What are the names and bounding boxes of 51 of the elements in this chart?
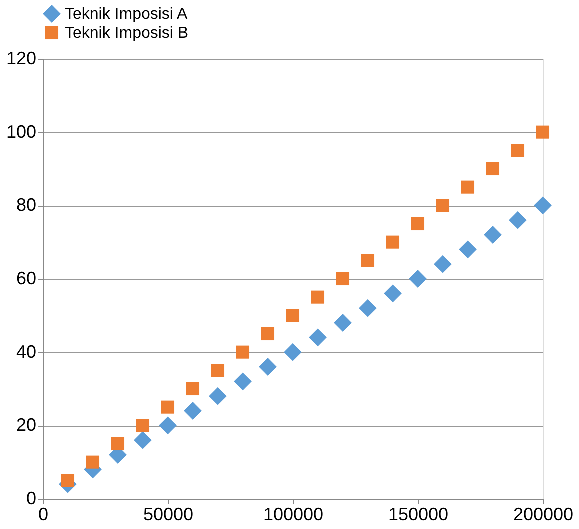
point bbox=[511, 144, 525, 158]
point bbox=[484, 226, 502, 244]
point bbox=[61, 474, 75, 488]
point bbox=[361, 254, 375, 268]
point bbox=[286, 309, 300, 322]
point bbox=[284, 343, 302, 362]
point bbox=[111, 437, 125, 451]
point bbox=[536, 126, 550, 139]
point bbox=[211, 364, 225, 378]
y-tick-label: 120 bbox=[6, 48, 36, 68]
point bbox=[459, 240, 477, 259]
point bbox=[509, 211, 527, 230]
point bbox=[534, 196, 552, 215]
y-tick-label: 40 bbox=[16, 342, 36, 362]
point bbox=[161, 400, 175, 414]
point bbox=[136, 419, 150, 432]
point bbox=[461, 180, 475, 194]
y-tick-label: 20 bbox=[16, 415, 36, 436]
point bbox=[261, 327, 275, 341]
x-tick-label: 50000 bbox=[143, 504, 194, 524]
y-tick-label: 60 bbox=[16, 268, 36, 288]
point bbox=[384, 284, 402, 303]
point bbox=[234, 372, 252, 391]
point bbox=[334, 314, 352, 332]
point bbox=[434, 255, 452, 274]
point bbox=[209, 387, 227, 406]
point bbox=[486, 162, 500, 176]
point bbox=[359, 299, 377, 318]
point bbox=[134, 431, 152, 450]
legend-label: Teknik Imposisi A bbox=[65, 6, 188, 23]
point bbox=[411, 217, 425, 231]
point bbox=[259, 358, 277, 376]
y-tick-label: 100 bbox=[6, 122, 36, 142]
point bbox=[236, 346, 250, 359]
x-tick-label: 200000 bbox=[513, 504, 574, 524]
point bbox=[184, 402, 202, 420]
x-tick-label: 100000 bbox=[263, 504, 324, 524]
point bbox=[186, 382, 200, 396]
point bbox=[309, 328, 327, 347]
point bbox=[386, 236, 400, 249]
y-tick-label: 0 bbox=[26, 488, 36, 508]
x-tick-label: 150000 bbox=[388, 504, 449, 524]
legend-label: Teknik Imposisi B bbox=[65, 25, 189, 42]
y-tick-label: 80 bbox=[16, 195, 36, 216]
point bbox=[436, 199, 450, 212]
point bbox=[336, 272, 350, 286]
point bbox=[159, 416, 177, 435]
point bbox=[311, 290, 325, 304]
point bbox=[409, 270, 427, 288]
point bbox=[86, 456, 100, 469]
x-tick-label: 0 bbox=[38, 504, 49, 524]
